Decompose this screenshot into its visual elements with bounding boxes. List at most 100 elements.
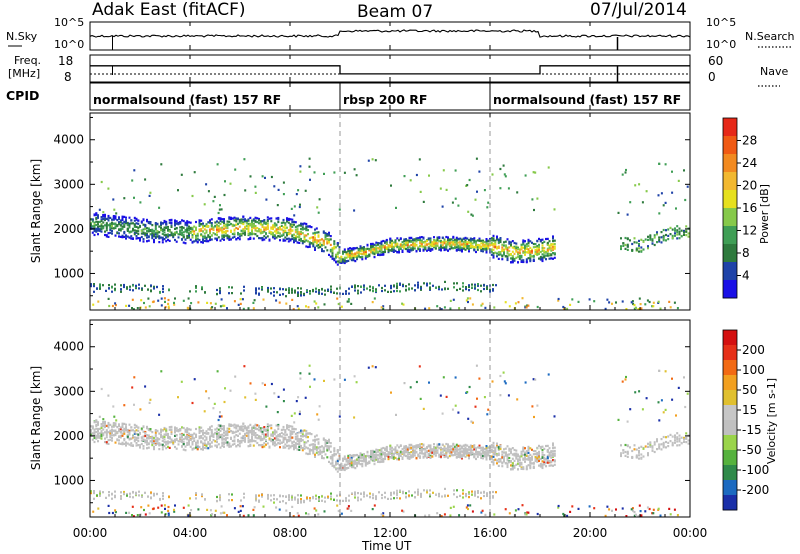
velocity-cell: [480, 453, 483, 456]
power-cell: [98, 228, 101, 231]
power-cell: [119, 219, 122, 222]
power-cell: [275, 228, 278, 231]
power-cell: [447, 237, 449, 240]
power-cell: [504, 175, 507, 178]
power-cell: [531, 198, 534, 201]
power-cell: [548, 240, 551, 243]
power-cell: [548, 246, 551, 249]
power-cell: [161, 238, 164, 241]
power-cell: [529, 257, 532, 260]
power-cell: [343, 171, 346, 174]
power-cell: [195, 286, 197, 289]
power-cell: [499, 253, 502, 256]
power-cell: [245, 219, 248, 222]
velocity-cell: [263, 435, 266, 439]
power-cell: [293, 241, 295, 244]
power-cell: [426, 243, 428, 246]
power-cell: [480, 248, 483, 251]
velocity-cell: [445, 447, 448, 450]
velocity-cell: [210, 434, 213, 438]
power-cell: [264, 176, 266, 179]
power-cell: [142, 238, 145, 241]
velocity-cell: [315, 447, 318, 450]
velocity-cell: [380, 449, 383, 452]
power-cell: [144, 178, 147, 181]
velocity-cell: [200, 426, 203, 429]
velocity-cell: [238, 440, 241, 443]
power-cell: [617, 211, 620, 214]
power-cell: [172, 236, 175, 239]
power-cell: [167, 307, 170, 310]
power-cell: [660, 236, 663, 239]
power-cell: [357, 249, 360, 252]
power-cell: [249, 237, 252, 240]
velocity-cell: [172, 443, 175, 446]
velocity-cell: [105, 429, 108, 432]
velocity-cell: [258, 435, 260, 438]
power-cell: [440, 308, 443, 310]
velocity-cell: [350, 458, 353, 461]
velocity-cell: [249, 444, 252, 447]
velocity-cell: [377, 457, 379, 460]
power-cell: [216, 163, 219, 166]
velocity-cell: [377, 449, 379, 452]
power-cell: [354, 255, 357, 258]
power-cell: [501, 243, 504, 246]
velocity-cell: [282, 433, 285, 436]
velocity-cell: [494, 446, 497, 449]
velocity-cell: [121, 441, 124, 444]
power-cell: [123, 230, 126, 234]
power-cell: [527, 257, 530, 260]
power-cell: [201, 286, 203, 289]
power-cell: [429, 237, 432, 240]
power-cell: [144, 227, 147, 231]
velocity-cell: [517, 462, 519, 465]
velocity-cell: [371, 452, 374, 455]
velocity-cell: [284, 443, 287, 446]
power-cell: [126, 287, 128, 290]
velocity-cell: [503, 448, 505, 451]
velocity-cell: [182, 433, 185, 436]
power-cell: [363, 246, 365, 249]
power-cell: [382, 239, 385, 243]
power-cell: [156, 222, 159, 225]
velocity-cell: [105, 441, 108, 444]
power-cell: [377, 253, 379, 256]
power-cell: [647, 235, 649, 238]
power-cell: [436, 237, 439, 240]
power-cell: [282, 226, 285, 229]
velocity-cell: [321, 455, 323, 458]
velocity-cell: [427, 454, 430, 457]
velocity-cell: [125, 444, 127, 447]
power-cell: [219, 227, 222, 230]
velocity-cell: [347, 461, 350, 464]
power-cell: [524, 306, 527, 309]
velocity-cell: [100, 435, 103, 438]
power-cell: [545, 258, 547, 261]
power-cell: [261, 225, 264, 228]
velocity-cell: [401, 456, 404, 459]
power-cell: [420, 287, 422, 290]
power-cell: [146, 218, 148, 221]
power-cell: [301, 242, 304, 245]
velocity-cell: [406, 457, 409, 460]
velocity-cell: [200, 436, 203, 439]
power-cell: [422, 241, 425, 244]
power-cell: [160, 226, 162, 229]
power-cell: [299, 203, 301, 206]
velocity-cell: [298, 439, 301, 442]
power-cell: [646, 299, 649, 302]
velocity-cell: [294, 428, 297, 431]
power-cell: [401, 302, 404, 305]
velocity-cell: [508, 456, 511, 460]
velocity-cell: [195, 444, 197, 448]
velocity-cell: [391, 451, 393, 454]
power-cell: [118, 232, 120, 235]
power-cell: [167, 302, 170, 305]
power-cell: [104, 230, 106, 233]
velocity-cell: [223, 425, 225, 428]
velocity-cell: [184, 430, 187, 433]
power-cell: [259, 230, 262, 233]
velocity-cell: [214, 432, 217, 435]
power-cell: [350, 259, 353, 262]
